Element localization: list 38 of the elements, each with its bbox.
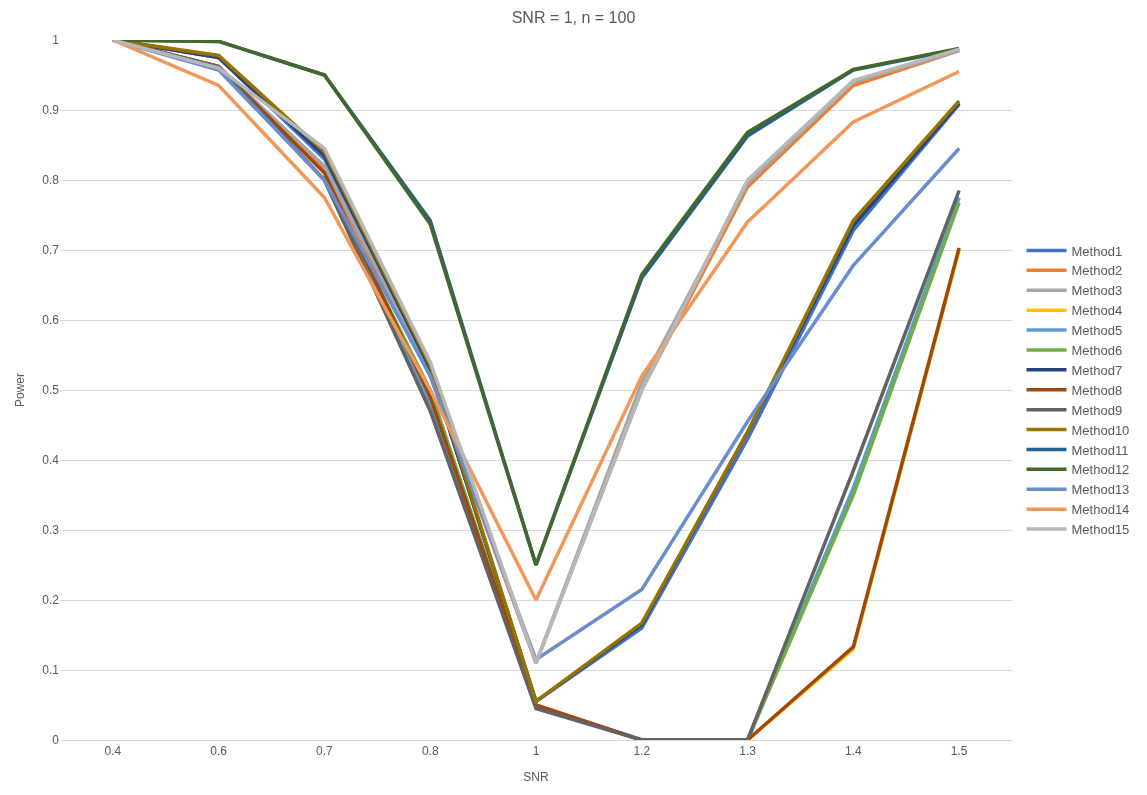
legend-label: Method15 — [1071, 522, 1130, 538]
y-tick-label: 0.8 — [42, 173, 60, 188]
x-tick-label: 1 — [532, 744, 540, 759]
y-tick-label: 0.9 — [42, 103, 60, 118]
x-tick-label: 0.4 — [104, 744, 122, 759]
legend-label: Method3 — [1071, 283, 1123, 299]
x-axis-title: SNR — [523, 770, 549, 785]
y-tick-label: 0.1 — [42, 663, 60, 678]
legend-label: Method7 — [1071, 362, 1123, 378]
legend-label: Method12 — [1071, 462, 1130, 478]
x-tick-label: 1.3 — [739, 744, 757, 759]
legend-label: Method6 — [1071, 343, 1123, 359]
legend-label: Method14 — [1071, 502, 1130, 518]
legend-label: Method4 — [1071, 303, 1123, 319]
y-tick-label: 1 — [52, 33, 60, 48]
y-axis-title: Power — [12, 372, 27, 408]
y-tick-label: 0.5 — [42, 383, 60, 398]
y-tick-label: 0 — [52, 733, 60, 748]
legend-label: Method2 — [1071, 263, 1123, 279]
x-tick-label: 0.7 — [316, 744, 334, 759]
legend-label: Method13 — [1071, 482, 1130, 498]
legend-label: Method5 — [1071, 323, 1123, 339]
y-tick-label: 0.2 — [42, 593, 60, 608]
x-tick-label: 1.4 — [844, 744, 862, 759]
legend-label: Method10 — [1071, 422, 1130, 438]
x-tick-label: 1.2 — [633, 744, 651, 759]
x-tick-label: 0.6 — [210, 744, 228, 759]
legend-label: Method11 — [1071, 442, 1129, 458]
legend-label: Method1 — [1071, 243, 1123, 259]
chart-title: SNR = 1, n = 100 — [511, 9, 636, 27]
y-tick-label: 0.6 — [42, 313, 60, 328]
x-tick-label: 0.8 — [421, 744, 439, 759]
y-tick-label: 0.7 — [42, 243, 60, 258]
legend-label: Method9 — [1071, 402, 1123, 418]
y-tick-label: 0.4 — [42, 453, 60, 468]
legend-label: Method8 — [1071, 382, 1123, 398]
x-tick-label: 1.5 — [950, 744, 968, 759]
y-tick-label: 0.3 — [42, 523, 60, 538]
